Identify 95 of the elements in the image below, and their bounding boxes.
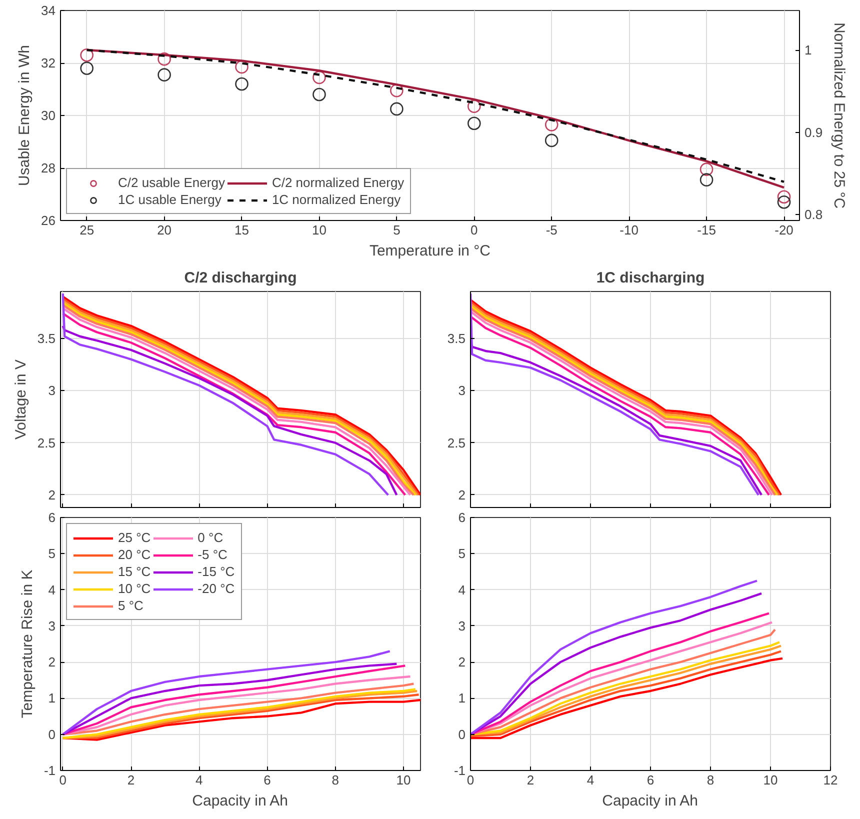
y-tick-label: 2 [458,487,466,502]
y-axis-title: Voltage in V [12,359,30,440]
x-tick-label: 8 [706,772,714,788]
x-tick-label: -20 [774,222,794,238]
x-tick-label: 2 [526,772,534,788]
legend-label: -15 °C [198,564,235,579]
y2-tick-label: 0.9 [804,124,823,140]
y-tick-label: 3 [48,383,56,398]
legend-label: 5 °C [118,598,144,613]
x-tick-label: 6 [264,772,271,788]
y-tick-label: 30 [41,108,56,123]
y-tick-label: 1 [48,690,56,706]
y-tick-label: 2 [48,654,56,670]
point [158,52,171,66]
y-tick-label: 3 [48,618,56,634]
x-tick-label: 8 [332,772,339,788]
x-tick-label: 0 [470,222,478,238]
x-tick-label: -10 [620,222,638,238]
y-tick-label: 2 [48,487,56,502]
y-tick-label: 26 [41,213,56,228]
point [235,77,248,91]
y-tick-label: -1 [44,763,56,778]
y-tick-label: 6 [458,510,466,525]
y2-axis-title: Normalized Energy to 25 °C [830,22,848,209]
legend-label: -20 °C [198,581,235,596]
x-axis-title: Capacity in Ah [192,792,288,810]
chart-title: 1C discharging [596,270,705,286]
x-tick-label: 20 [157,222,172,238]
point [544,134,558,148]
y-tick-label: 0 [48,726,56,742]
y-tick-label: 4 [458,582,466,598]
point [235,60,248,74]
legend-label: 1C normalized Energy [272,192,401,207]
y-tick-label: 32 [41,56,56,70]
x-tick-label: 15 [234,222,250,238]
point [700,173,714,186]
y-tick-label: 4 [48,582,56,598]
point [312,88,326,102]
point [777,195,791,209]
y-tick-label: 34 [41,3,56,18]
x-tick-label: 10 [312,222,326,238]
y-tick-label: -1 [454,763,466,778]
y-tick-label: 2.5 [37,435,56,450]
legend-label: 25 °C [118,530,151,545]
y-tick-label: 3 [458,383,466,398]
x-tick-label: 4 [196,772,203,788]
legend-label: 10 °C [118,581,151,596]
y-axis-title: Usable Energy in Wh [16,45,34,186]
point [544,118,558,132]
point [158,68,171,82]
x-tick-label: -5 [546,222,558,238]
x-tick-label: 25 [80,222,94,238]
x-tick-label: 10 [763,772,778,788]
y-tick-label: 0 [458,726,466,742]
legend-label: 20 °C [118,547,151,562]
x-tick-label: 6 [646,772,654,788]
legend-label: C/2 normalized Energy [272,175,404,190]
legend-label: -5 °C [198,547,228,562]
y-tick-label: 6 [48,510,56,525]
x-tick-label: 4 [586,772,594,788]
y-tick-label: 28 [41,160,56,176]
legend-label: C/2 usable Energy [118,175,225,190]
point [80,48,94,62]
y-tick-label: 3.5 [37,330,56,346]
y2-tick-label: 0.8 [804,207,823,222]
point [80,62,94,75]
point [468,100,481,113]
point [390,102,404,116]
x-axis-title: Capacity in Ah [602,792,698,810]
y-tick-label: 2 [458,654,466,670]
y-tick-label: 1 [458,690,466,706]
x-tick-label: -15 [697,222,716,238]
y-tick-label: 3.5 [447,330,466,346]
legend-label: 15 °C [118,564,151,579]
y-tick-label: 2.5 [447,435,466,450]
x-tick-label: 10 [396,772,411,788]
chart-title: C/2 discharging [184,270,297,286]
legend-label: 0 °C [198,530,224,545]
y2-tick-label: 1 [804,42,812,58]
y-tick-label: 3 [458,618,466,634]
legend-label: 1C usable Energy [118,192,222,207]
point [468,116,481,130]
x-tick-label: 2 [127,772,135,788]
x-tick-label: 12 [823,772,838,788]
point [700,162,714,176]
y-tick-label: 5 [48,546,56,562]
line-series [62,650,391,736]
y-axis-title: Temperature Rise in K [18,570,36,718]
point [312,70,326,84]
x-tick-label: 0 [59,772,67,788]
x-tick-label: 5 [393,222,400,238]
point [777,190,791,204]
x-axis-title: Temperature in °C [369,242,491,260]
y-tick-label: 5 [458,546,466,562]
point [390,84,404,98]
